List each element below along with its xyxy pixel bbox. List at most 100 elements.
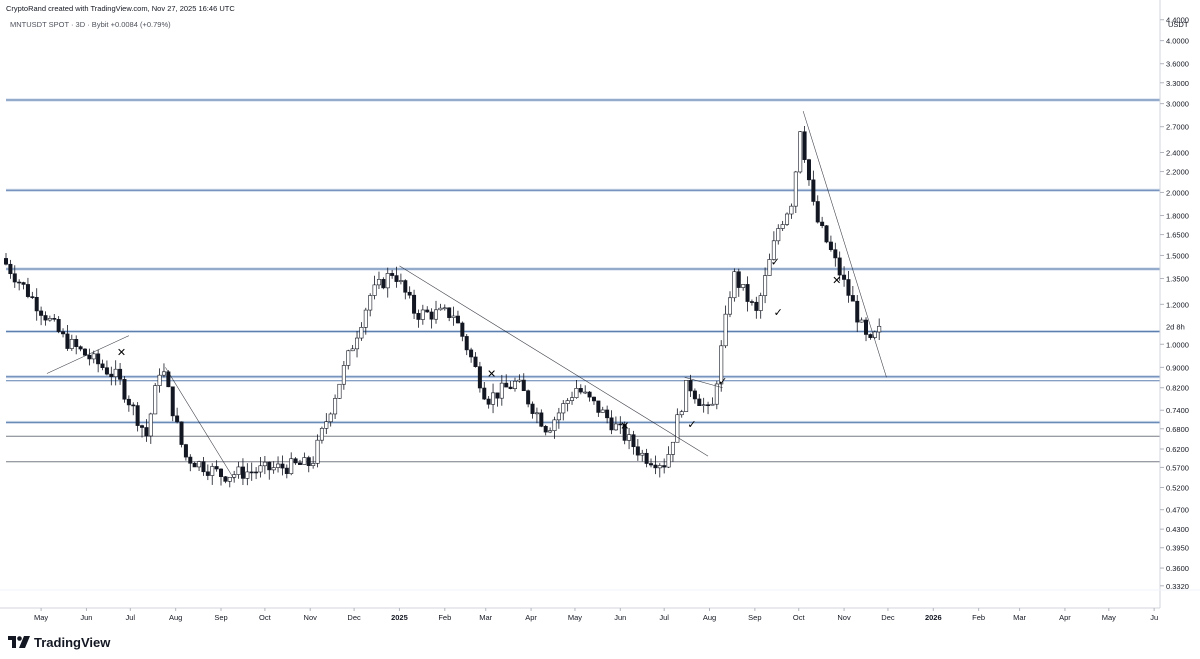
candle-body xyxy=(280,463,285,469)
candle-body xyxy=(118,368,123,380)
candles xyxy=(4,125,882,488)
tradingview-logo[interactable]: TradingView xyxy=(8,634,110,650)
candle-body xyxy=(820,221,825,227)
candle-body xyxy=(328,413,333,423)
candle-body xyxy=(267,461,272,471)
candle-body xyxy=(622,424,627,441)
candle-body xyxy=(205,471,210,476)
candle-body xyxy=(877,325,882,333)
candle-body xyxy=(100,363,105,368)
candle-body xyxy=(96,353,101,365)
candle-body xyxy=(333,398,338,415)
candle-body xyxy=(240,466,245,479)
price-tick-label: 2.2000 xyxy=(1166,168,1189,177)
candle-body xyxy=(859,319,864,323)
time-tick-label: Dec xyxy=(881,613,895,622)
candle-body xyxy=(350,348,355,352)
candle-body xyxy=(635,446,640,456)
candle-body xyxy=(258,465,263,473)
candle-body xyxy=(144,427,149,437)
countdown-label: 2d 8h xyxy=(1166,323,1185,332)
candle-body xyxy=(245,471,250,479)
candle-body xyxy=(815,201,820,223)
time-tick-label: Apr xyxy=(525,613,537,622)
candle-body xyxy=(61,331,66,335)
candle-body xyxy=(319,428,324,441)
candle-body xyxy=(548,430,553,433)
time-tick-label: Aug xyxy=(169,613,182,622)
candle-body xyxy=(692,390,697,400)
trendline xyxy=(802,110,887,378)
candle-body xyxy=(359,327,364,339)
tradingview-logo-icon xyxy=(8,636,30,648)
candle-body xyxy=(276,463,281,468)
candle-body xyxy=(157,374,162,386)
candle-body xyxy=(126,398,131,406)
candle-body xyxy=(412,294,417,314)
candle-body xyxy=(175,415,180,423)
candle-body xyxy=(837,257,842,276)
candle-body xyxy=(398,280,403,282)
time-tick-label: Jun xyxy=(614,613,626,622)
candle-body xyxy=(666,454,671,468)
candle-body xyxy=(135,405,140,426)
candle-body xyxy=(161,371,166,376)
time-tick-label: 2025 xyxy=(391,613,408,622)
candle-body xyxy=(688,380,693,392)
candle-body xyxy=(605,409,610,419)
candle-body xyxy=(254,471,259,474)
trendlines xyxy=(46,110,887,480)
candle-body xyxy=(789,205,794,215)
candle-body xyxy=(644,452,649,464)
candle-body xyxy=(570,397,575,401)
candle-body xyxy=(802,131,807,160)
price-tick-label: 1.0000 xyxy=(1166,340,1189,349)
price-tick-label: 0.3950 xyxy=(1166,544,1189,553)
time-tick-label: 2026 xyxy=(925,613,942,622)
candle-body xyxy=(91,353,96,360)
time-tick-label: Sep xyxy=(748,613,761,622)
candle-body xyxy=(113,368,118,378)
candle-body xyxy=(262,461,267,467)
price-tick-label: 0.4700 xyxy=(1166,506,1189,515)
candle-body xyxy=(670,441,675,455)
time-tick-label: Mar xyxy=(479,613,492,622)
candle-body xyxy=(47,318,52,321)
candle-body xyxy=(710,403,715,406)
candle-body xyxy=(306,457,311,466)
candle-body xyxy=(714,383,719,405)
candle-body xyxy=(197,461,202,468)
cross-marker: ✕ xyxy=(117,346,126,359)
price-tick-label: 0.5700 xyxy=(1166,463,1189,472)
candle-body xyxy=(701,404,706,407)
check-marker: ✓ xyxy=(774,306,783,319)
candle-body xyxy=(131,404,136,407)
candle-body xyxy=(499,382,504,399)
candle-body xyxy=(434,309,439,320)
price-tick-label: 0.9000 xyxy=(1166,363,1189,372)
candle-body xyxy=(846,279,851,296)
annotation-markers: ✕ ✕ ✕ ✕ ✓ ✓ ✓ ✓ xyxy=(117,255,841,432)
candle-body xyxy=(56,319,61,332)
candle-body xyxy=(201,461,206,473)
candle-body xyxy=(65,333,70,349)
candle-body xyxy=(87,354,92,360)
candle-body xyxy=(719,345,724,385)
candle-body xyxy=(578,388,583,393)
candle-body xyxy=(767,259,772,276)
candle-body xyxy=(477,366,482,389)
candle-body xyxy=(512,380,517,389)
candle-body xyxy=(627,434,632,441)
time-tick-label: Nov xyxy=(304,613,318,622)
candle-body xyxy=(482,387,487,400)
candle-body xyxy=(530,403,535,414)
candle-body xyxy=(289,458,294,474)
candle-body xyxy=(833,249,838,259)
candle-body xyxy=(302,457,307,465)
price-tick-label: 0.5200 xyxy=(1166,484,1189,493)
price-tick-label: 1.2000 xyxy=(1166,300,1189,309)
price-tick-label: 1.6500 xyxy=(1166,231,1189,240)
candle-body xyxy=(806,159,811,181)
candle-body xyxy=(824,225,829,243)
